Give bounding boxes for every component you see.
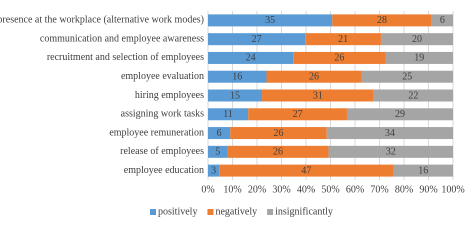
data-label: 47 [301, 165, 311, 176]
bar-segment [219, 164, 394, 177]
data-label: 29 [395, 109, 405, 120]
data-label: 26 [309, 72, 319, 83]
bar-segment [227, 145, 329, 158]
data-label: 6 [440, 15, 445, 26]
y-tick-label: assigning work tasks [121, 109, 204, 120]
x-tick-label: 50% [321, 184, 339, 195]
x-tick-label: 20% [248, 184, 266, 195]
data-label: 15 [230, 90, 240, 101]
data-label: 16 [418, 165, 428, 176]
legend-label: positively [158, 206, 197, 217]
data-label: 35 [265, 15, 275, 26]
x-tick-label: 10% [223, 184, 241, 195]
data-label: 26 [273, 147, 283, 158]
legend-swatch [150, 209, 156, 215]
y-tick-label: presence at the workplace (alternative w… [0, 15, 204, 26]
data-label: 21 [338, 34, 348, 45]
x-tick-label: 70% [370, 184, 388, 195]
x-tick-label: 40% [297, 184, 315, 195]
data-label: 28 [377, 15, 387, 26]
bar-segment [208, 108, 249, 121]
y-tick-label: employee education [124, 165, 204, 176]
bar-segment [305, 33, 381, 46]
data-label: 20 [412, 34, 422, 45]
data-label: 26 [334, 53, 344, 64]
data-label: 3 [211, 165, 216, 176]
data-label: 27 [252, 34, 262, 45]
data-label: 19 [414, 53, 424, 64]
bar-segment [266, 70, 362, 83]
legend-label: insignificantly [275, 206, 333, 217]
bar-segment [373, 89, 453, 102]
x-tick-label: 80% [395, 184, 413, 195]
bar-segment [248, 108, 347, 121]
data-label: 34 [385, 128, 395, 139]
x-tick-label: 30% [272, 184, 290, 195]
data-label: 24 [246, 53, 256, 64]
y-tick-label: hiring employees [135, 90, 204, 101]
data-label: 6 [217, 128, 222, 139]
bar-segment [431, 14, 453, 27]
legend-label: negatively [215, 206, 257, 217]
data-label: 26 [274, 128, 284, 139]
data-label: 25 [402, 72, 412, 83]
data-label: 16 [232, 72, 242, 83]
bar-segment [361, 70, 453, 83]
data-label: 31 [313, 90, 323, 101]
bar-segment [208, 70, 267, 83]
bar-segment [208, 33, 306, 46]
bar-segment [326, 127, 453, 140]
chart: 0% 10% 20% 30% 40% 50% 60% 70% 80% 90% 100% presenc… [0, 11, 465, 217]
y-tick-label: release of employees [120, 146, 204, 157]
y-tick-label: employee remuneration [109, 127, 204, 138]
data-label: 22 [408, 90, 418, 101]
bar-segment [208, 164, 220, 177]
bar-segment [346, 108, 453, 121]
y-tick-label: recruitment and selection of employees [47, 52, 204, 63]
bar-segment [208, 89, 263, 102]
legend-swatch [267, 209, 274, 215]
y-tick-label: communication and employee awareness [40, 33, 204, 44]
bar-segment [328, 145, 453, 158]
x-tick-label: 100% [441, 184, 464, 195]
legend-swatch [207, 209, 214, 215]
data-label: 27 [293, 109, 303, 120]
bar-segment [385, 51, 453, 64]
x-tick-label: 90% [419, 184, 437, 195]
bar-segment [208, 127, 231, 140]
bar-segment [208, 145, 228, 158]
y-tick-label: employee evaluation [121, 71, 204, 82]
bar-segment [393, 164, 453, 177]
bar-segment [262, 89, 374, 102]
data-label: 32 [386, 147, 396, 158]
bar-segment [332, 14, 432, 27]
x-tick-label: 60% [346, 184, 364, 195]
x-tick-label: 0% [201, 184, 214, 195]
bar-segment [293, 51, 386, 64]
bar-segment [380, 33, 453, 46]
data-label: 5 [215, 147, 220, 158]
bar-segment [208, 14, 333, 27]
bar-segment [230, 127, 327, 140]
bar-segment [208, 51, 294, 64]
data-label: 11 [223, 109, 233, 120]
